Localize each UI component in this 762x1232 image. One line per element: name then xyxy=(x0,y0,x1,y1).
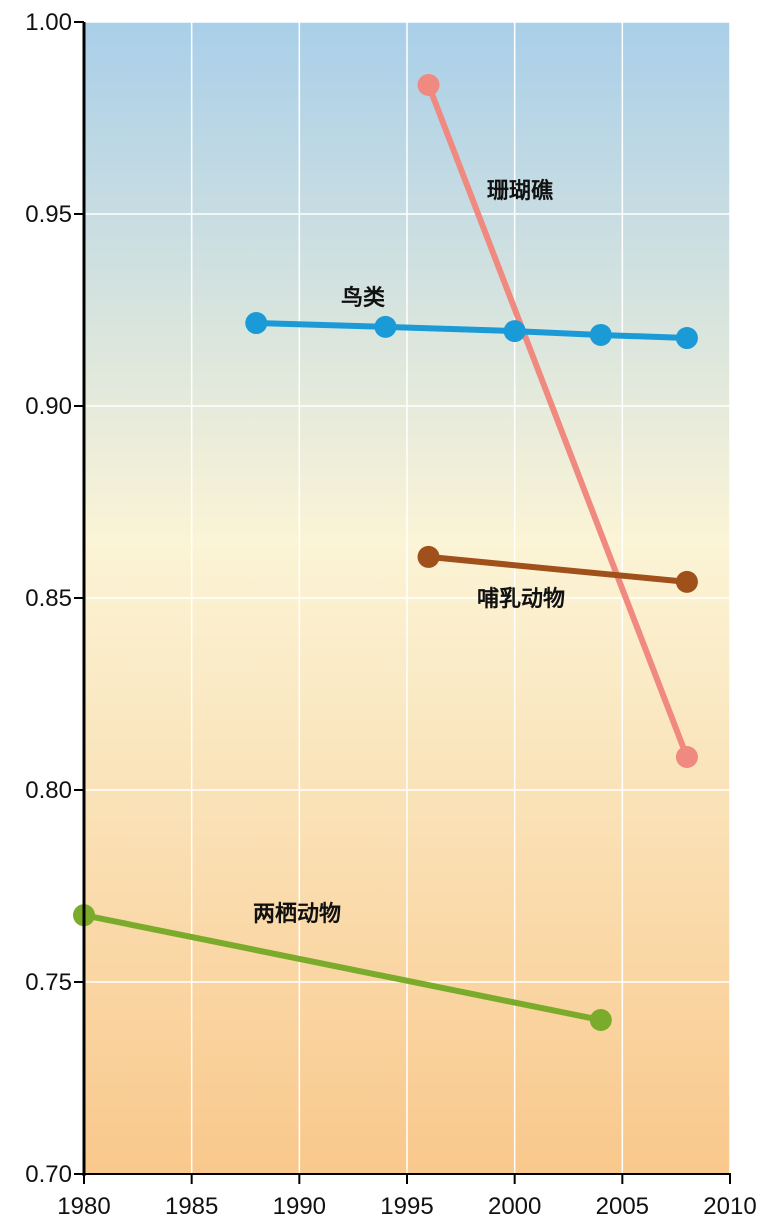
y-tick-label: 0.70 xyxy=(25,1161,72,1188)
x-tick-label: 1980 xyxy=(57,1193,110,1220)
data-point xyxy=(417,545,440,568)
y-tick-label: 0.75 xyxy=(25,969,72,996)
data-point xyxy=(417,73,440,96)
data-point xyxy=(374,315,397,338)
x-tick-label: 2000 xyxy=(488,1193,541,1220)
data-point xyxy=(245,312,268,335)
y-tick-label: 0.95 xyxy=(25,201,72,228)
data-point xyxy=(503,320,526,343)
data-point xyxy=(675,570,698,593)
y-tick-label: 0.85 xyxy=(25,585,72,612)
series-label: 哺乳动物 xyxy=(477,586,565,612)
data-point xyxy=(675,327,698,350)
series-line xyxy=(83,912,602,1023)
data-point xyxy=(589,323,612,346)
y-tick-label: 0.80 xyxy=(25,777,72,804)
x-tick-label: 1985 xyxy=(165,1193,218,1220)
y-tick-label: 0.90 xyxy=(25,393,72,420)
x-tick-label: 2010 xyxy=(703,1193,756,1220)
y-tick-label: 1.00 xyxy=(25,9,72,36)
data-point xyxy=(675,745,698,768)
series-line xyxy=(428,553,688,585)
data-point xyxy=(589,1009,612,1032)
x-tick-label: 1995 xyxy=(380,1193,433,1220)
series-label: 两栖动物 xyxy=(253,901,341,927)
x-tick-label: 1990 xyxy=(273,1193,326,1220)
x-tick-label: 2005 xyxy=(596,1193,649,1220)
series-label: 鸟类 xyxy=(341,285,386,311)
series-line xyxy=(425,83,690,759)
series-label: 珊瑚礁 xyxy=(487,178,553,204)
